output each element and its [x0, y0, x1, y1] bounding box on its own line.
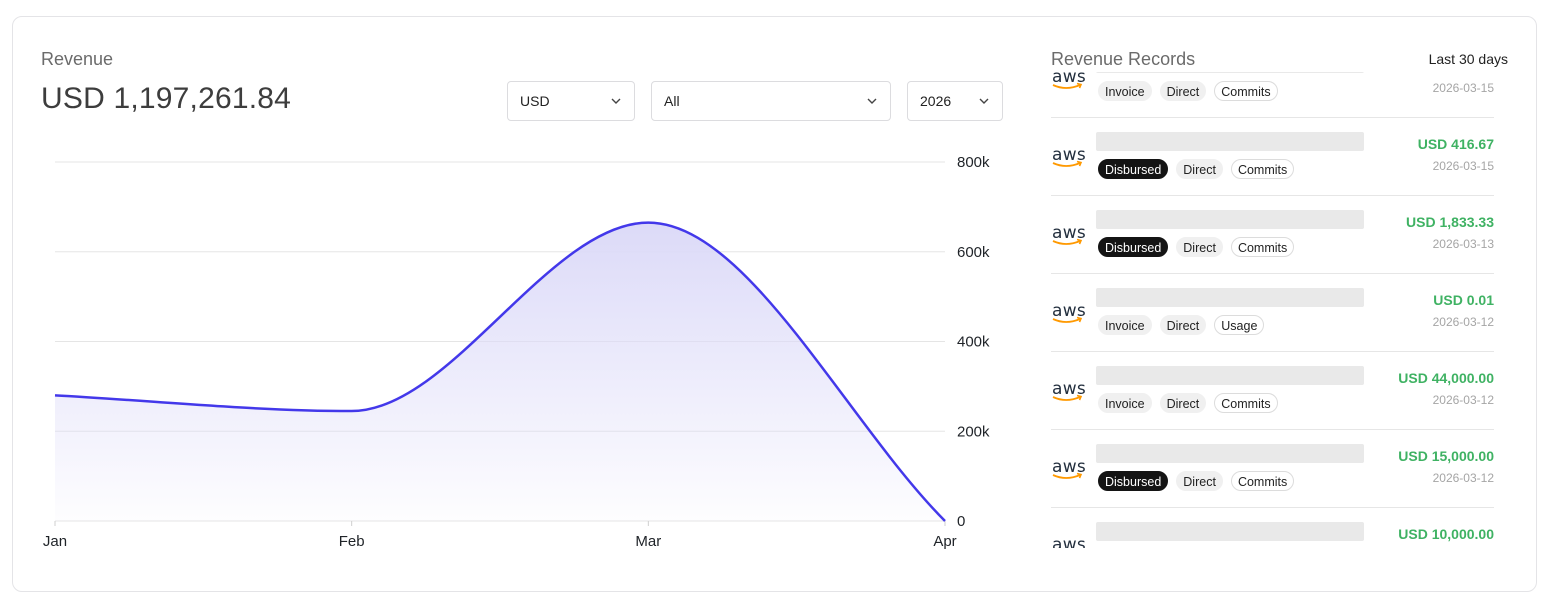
- record-name-redacted: [1096, 522, 1364, 541]
- aws-logo-text: aws: [1052, 301, 1087, 321]
- tag-direct: Direct: [1159, 393, 1207, 413]
- record-name-redacted: [1096, 288, 1364, 307]
- aws-smile-icon: [1052, 238, 1083, 245]
- chevron-down-icon: [611, 98, 621, 104]
- records-title: Revenue Records: [1051, 49, 1196, 69]
- revenue-total: USD 1,197,261.84: [41, 82, 292, 115]
- record-tags: Disbursed Direct Commits: [1098, 471, 1295, 493]
- tag-usage: Usage: [1214, 315, 1265, 335]
- aws-smile-icon: [1052, 160, 1083, 167]
- tag-invoice: Invoice: [1098, 393, 1152, 413]
- record-row[interactable]: aws Invoice Direct Commits 2026-03-15: [1051, 72, 1494, 118]
- tag-commits: Commits: [1214, 393, 1278, 413]
- aws-logo-icon: aws: [1051, 72, 1086, 93]
- y-tick-label: 400k: [957, 334, 990, 351]
- aws-logo-text: aws: [1052, 223, 1087, 243]
- chevron-down-icon: [979, 98, 989, 104]
- x-tick-label: Feb: [339, 533, 365, 550]
- record-date: 2026-03-12: [1432, 315, 1494, 329]
- tag-direct: Direct: [1159, 81, 1207, 101]
- aws-logo-icon: aws: [1051, 301, 1087, 327]
- revenue-area-fill: [55, 222, 945, 521]
- currency-select[interactable]: USD: [507, 81, 635, 121]
- aws-logo-text: aws: [1052, 145, 1087, 165]
- tag-commits: Commits: [1230, 471, 1295, 491]
- currency-select-value: USD: [520, 93, 550, 109]
- segment-select-value: All: [664, 93, 680, 109]
- record-amount: USD 1,833.33: [1406, 214, 1494, 230]
- record-date: 2026-03-15: [1432, 81, 1494, 95]
- aws-logo-text: aws: [1052, 535, 1087, 548]
- record-tags: Invoice Direct Commits: [1098, 81, 1278, 103]
- tag-invoice: Invoice: [1098, 81, 1152, 101]
- record-name-redacted: [1096, 210, 1364, 229]
- record-amount: USD 10,000.00: [1398, 526, 1494, 542]
- x-tick-label: Mar: [635, 533, 661, 550]
- revenue-line: [54, 221, 946, 522]
- tag-commits: Commits: [1230, 159, 1295, 179]
- year-select[interactable]: 2026: [907, 81, 1003, 121]
- record-row[interactable]: aws Invoice Direct Commits USD 44,000.00 2026…: [1051, 352, 1494, 430]
- revenue-chart-svg: 800k 600k 400k 200k 0 Jan Feb Mar Apr: [43, 154, 990, 550]
- segment-select[interactable]: All: [651, 81, 891, 121]
- record-tags: Disbursed Direct Commits: [1098, 159, 1295, 181]
- revenue-chart: 800k 600k 400k 200k 0 Jan Feb Mar Apr: [0, 140, 1010, 560]
- aws-logo-text: aws: [1052, 457, 1087, 477]
- y-tick-label: 800k: [957, 154, 990, 171]
- record-amount: USD 15,000.00: [1398, 448, 1494, 464]
- tag-disbursed: Disbursed: [1098, 159, 1169, 179]
- y-tick-label: 0: [957, 513, 965, 530]
- record-row[interactable]: aws Invoice Direct Usage USD 0.01 2026-03-12: [1051, 274, 1494, 352]
- aws-smile-icon: [1052, 394, 1083, 401]
- record-row[interactable]: aws USD 10,000.00: [1051, 508, 1494, 548]
- aws-smile-icon: [1052, 82, 1083, 89]
- record-row[interactable]: aws Disbursed Direct Commits USD 15,000.00 20…: [1051, 430, 1494, 508]
- records-list[interactable]: aws Invoice Direct Commits 2026-03-15 aws Disb…: [1051, 72, 1494, 548]
- record-date: 2026-03-12: [1432, 393, 1494, 407]
- record-tags: Invoice Direct Commits: [1098, 393, 1278, 415]
- record-amount: USD 0.01: [1433, 292, 1494, 308]
- record-tags: Invoice Direct Usage: [1098, 315, 1265, 337]
- record-name-redacted: [1096, 366, 1364, 385]
- aws-logo-text: aws: [1052, 379, 1087, 399]
- record-date: 2026-03-15: [1432, 159, 1494, 173]
- year-select-value: 2026: [920, 93, 952, 109]
- record-row[interactable]: aws Disbursed Direct Commits USD 1,833.33 202…: [1051, 196, 1494, 274]
- record-date: 2026-03-13: [1432, 237, 1494, 251]
- record-tags: Disbursed Direct Commits: [1098, 237, 1295, 259]
- tag-direct: Direct: [1176, 471, 1223, 491]
- record-name-redacted: [1096, 132, 1364, 151]
- tag-direct: Direct: [1176, 237, 1223, 257]
- aws-logo-icon: aws: [1051, 457, 1087, 483]
- y-tick-label: 200k: [957, 423, 990, 440]
- aws-logo-icon: aws: [1051, 145, 1087, 171]
- record-amount: USD 416.67: [1417, 136, 1494, 152]
- aws-logo-icon: aws: [1051, 223, 1087, 249]
- record-name-redacted: [1096, 72, 1364, 73]
- tag-direct: Direct: [1159, 315, 1207, 335]
- record-row[interactable]: aws Disbursed Direct Commits USD 416.67 2026-…: [1051, 118, 1494, 196]
- tag-commits: Commits: [1214, 81, 1278, 101]
- chevron-down-icon: [867, 98, 877, 104]
- tag-commits: Commits: [1230, 237, 1295, 257]
- aws-smile-icon: [1052, 472, 1083, 479]
- tag-direct: Direct: [1176, 159, 1223, 179]
- aws-logo-icon: aws: [1051, 379, 1087, 405]
- record-name-redacted: [1096, 444, 1364, 463]
- revenue-title: Revenue: [41, 49, 114, 69]
- record-amount: USD 44,000.00: [1398, 370, 1494, 386]
- x-tick-label: Apr: [933, 533, 956, 550]
- record-date: 2026-03-12: [1432, 471, 1494, 485]
- tag-disbursed: Disbursed: [1098, 471, 1169, 491]
- y-tick-label: 600k: [957, 244, 990, 261]
- aws-smile-icon: [1052, 316, 1083, 323]
- aws-logo-icon: aws: [1051, 535, 1087, 548]
- x-tick-label: Jan: [43, 533, 67, 550]
- tag-disbursed: Disbursed: [1098, 237, 1169, 257]
- tag-invoice: Invoice: [1098, 315, 1152, 335]
- records-range[interactable]: Last 30 days: [1428, 51, 1508, 67]
